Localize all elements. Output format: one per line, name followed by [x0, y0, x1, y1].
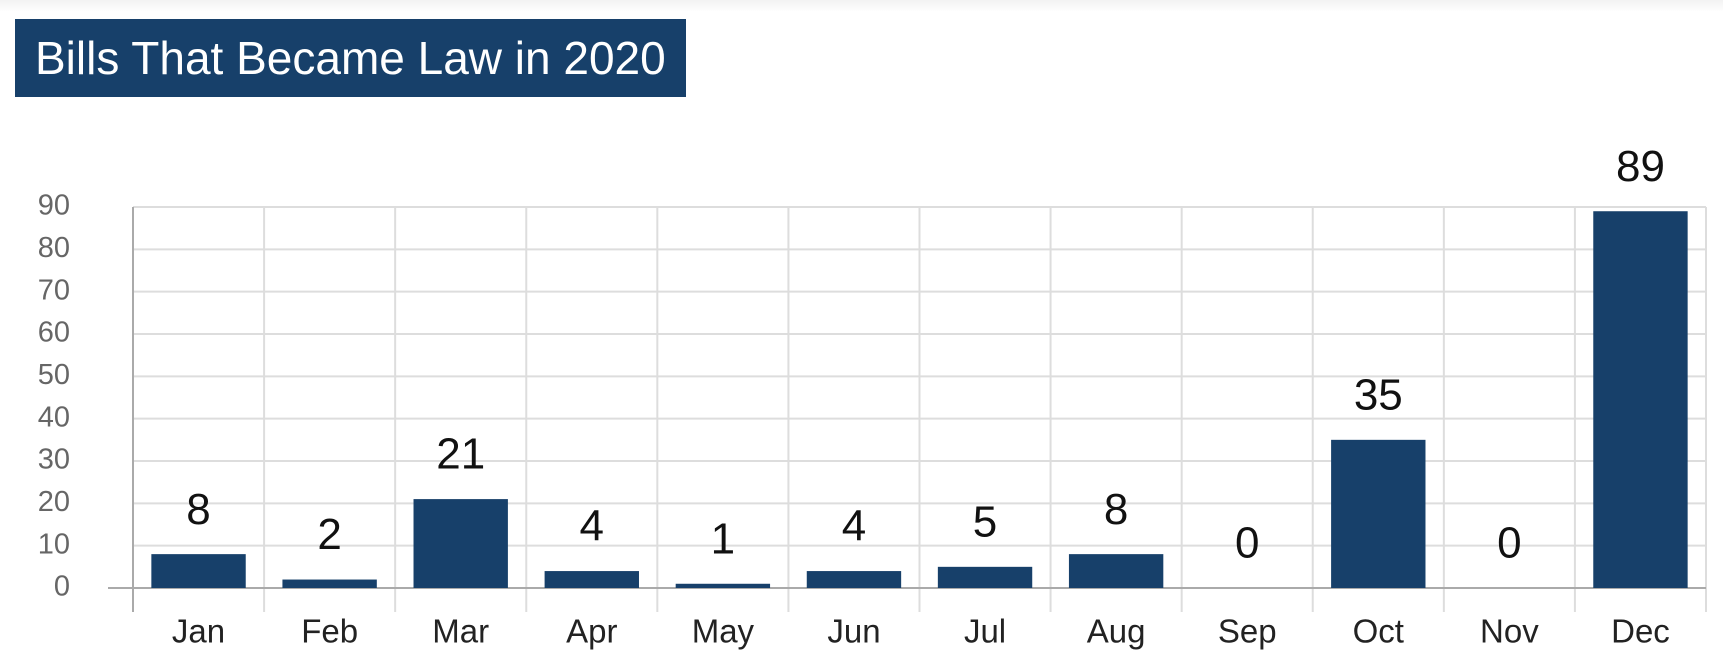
y-tick-label: 50	[38, 359, 70, 391]
x-tick-label: Mar	[432, 613, 489, 650]
value-label: 2	[317, 510, 341, 559]
top-band	[0, 0, 1723, 12]
x-tick-label: Oct	[1353, 613, 1404, 650]
bar	[544, 571, 639, 588]
value-label: 4	[580, 502, 604, 551]
x-tick-label: Jun	[827, 613, 880, 650]
value-label: 0	[1235, 519, 1259, 568]
x-tick-label: Feb	[301, 613, 358, 650]
x-tick-label: Jul	[964, 613, 1006, 650]
y-tick-label: 90	[38, 190, 70, 222]
bar	[806, 571, 902, 588]
x-tick-label: May	[692, 613, 755, 650]
y-tick-label: 10	[38, 528, 70, 560]
x-tick-label: Jan	[172, 613, 225, 650]
x-tick-label: Sep	[1218, 613, 1277, 650]
chart-title: Bills That Became Law in 2020	[15, 19, 686, 97]
bar	[937, 566, 1033, 588]
bar	[413, 499, 508, 588]
value-label: 8	[1104, 485, 1128, 534]
y-tick-label: 60	[38, 317, 70, 349]
value-label: 89	[1616, 142, 1665, 191]
x-tick-label: Nov	[1480, 613, 1539, 650]
bar	[1068, 554, 1164, 588]
value-label: 4	[842, 502, 866, 551]
x-tick-label: Apr	[566, 613, 617, 650]
y-tick-label: 20	[38, 486, 70, 518]
value-label: 0	[1497, 519, 1521, 568]
value-label: 35	[1354, 370, 1403, 419]
bar	[1593, 211, 1688, 588]
value-label: 8	[186, 485, 210, 534]
bar	[1331, 439, 1426, 588]
x-tick-label: Aug	[1087, 613, 1146, 650]
value-label: 21	[436, 430, 485, 479]
value-label: 5	[973, 497, 997, 546]
bar	[151, 554, 246, 588]
y-tick-label: 0	[54, 571, 70, 603]
y-tick-label: 80	[38, 232, 70, 264]
y-tick-label: 30	[38, 444, 70, 476]
value-label: 1	[711, 514, 735, 563]
bar	[282, 579, 377, 588]
y-tick-label: 70	[38, 274, 70, 306]
y-tick-label: 40	[38, 401, 70, 433]
x-tick-label: Dec	[1611, 613, 1670, 650]
bar	[675, 583, 771, 588]
